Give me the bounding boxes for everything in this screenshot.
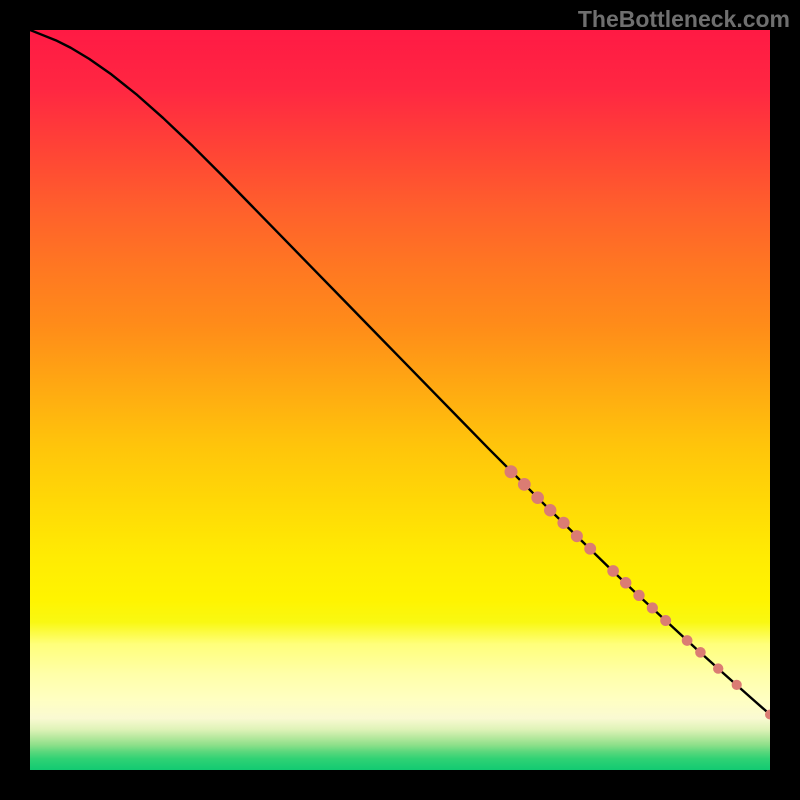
marker-point <box>732 680 742 690</box>
marker-point <box>518 478 531 491</box>
watermark-text: TheBottleneck.com <box>578 6 790 33</box>
marker-point <box>682 635 693 646</box>
marker-point <box>620 577 632 589</box>
marker-point <box>607 565 619 577</box>
marker-point <box>647 602 658 613</box>
marker-point <box>660 615 671 626</box>
marker-point <box>584 543 596 555</box>
marker-point <box>571 530 583 542</box>
chart-panel <box>30 30 770 770</box>
gradient-background <box>30 30 770 770</box>
marker-point <box>557 517 569 529</box>
marker-point <box>544 504 556 516</box>
marker-point <box>695 647 706 658</box>
marker-point <box>531 491 544 504</box>
marker-point <box>633 590 644 601</box>
chart-svg <box>30 30 770 770</box>
marker-point <box>713 663 723 673</box>
marker-point <box>505 465 518 478</box>
figure-root: TheBottleneck.com <box>0 0 800 800</box>
